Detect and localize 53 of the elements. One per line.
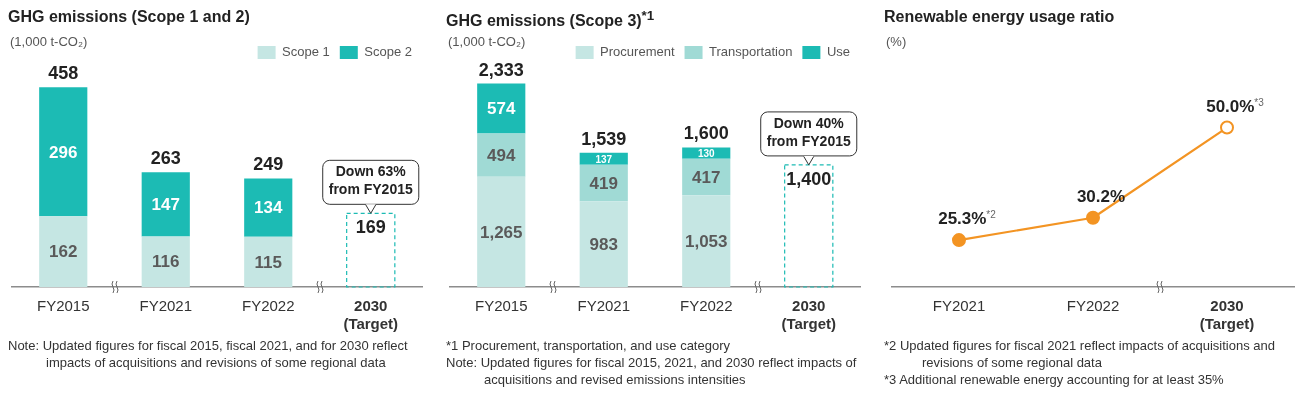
y-axis-title: (1,000 t-CO₂) xyxy=(448,34,526,49)
data-label: 162 xyxy=(49,242,78,262)
data-label: 983 xyxy=(589,234,618,254)
chart-title: Renewable energy usage ratio xyxy=(884,8,1116,27)
data-label: 1,400 xyxy=(786,168,832,189)
text: *2 Updated figures for fiscal 2021 reflect impacts of acquisitions and revisions of some regional data xyxy=(884,337,1276,371)
x-tick-label: FY2022 xyxy=(679,297,733,315)
text: Note: Updated figures for fiscal 2015, fiscal 2021, and for 2030 reflect impacts of acquisitions and revisions of some regional data xyxy=(8,337,409,371)
data-label: 417 xyxy=(692,167,721,187)
data-label: 147 xyxy=(151,195,180,215)
data-label: 296 xyxy=(49,142,78,162)
x-tick-label: FY2021 xyxy=(577,297,631,315)
data-label: 1,053 xyxy=(684,231,728,251)
legend-label: Use xyxy=(826,44,851,60)
legend-label: Transportation xyxy=(709,44,793,60)
data-label: 494 xyxy=(487,145,516,165)
x-tick-label: FY2022 xyxy=(1066,297,1120,315)
data-label: 1,265 xyxy=(479,222,523,242)
data-label: 116 xyxy=(152,252,180,272)
x-tick-label: 2030 (Target) xyxy=(1199,297,1255,333)
y-axis-title: (1,000 t-CO₂) xyxy=(10,34,88,49)
y-axis-title: (%) xyxy=(886,34,907,49)
annotation: Down 40% from FY2015 xyxy=(766,114,851,149)
data-label: 574 xyxy=(487,99,516,119)
x-tick-label: FY2015 xyxy=(474,297,528,315)
legend-label: Scope 1 xyxy=(282,44,330,60)
data-label: 30.2% xyxy=(1076,186,1126,206)
chart-title: GHG emissions (Scope 1 and 2) xyxy=(8,8,251,27)
total-label: 2,333 xyxy=(478,59,524,80)
text: *1 Procurement, transportation, and use category xyxy=(446,337,731,354)
text: Note: Updated figures for fiscal 2015, 2021, and 2030 reflect impacts of acquisitions and revised emissions intensities xyxy=(446,354,858,388)
data-label: 115 xyxy=(254,252,282,272)
x-tick-label: FY2021 xyxy=(139,297,193,315)
x-tick-label: FY2022 xyxy=(241,297,295,315)
text: *3 Additional renewable energy accounting for at least 35% xyxy=(884,371,1225,388)
annotation: Down 63% from FY2015 xyxy=(328,163,413,198)
x-tick-label: FY2021 xyxy=(932,297,986,315)
total-label: 1,539 xyxy=(581,128,627,149)
x-tick-label: FY2015 xyxy=(36,297,90,315)
data-label: 169 xyxy=(355,217,386,238)
total-label: 1,600 xyxy=(683,123,729,144)
x-tick-label: 2030 (Target) xyxy=(343,297,399,333)
legend-label: Scope 2 xyxy=(364,44,412,60)
data-label: 419 xyxy=(589,173,618,193)
total-label: 458 xyxy=(48,63,79,84)
total-label: 263 xyxy=(150,148,181,169)
legend-label: Procurement xyxy=(600,44,675,60)
data-label: 130 xyxy=(697,147,716,159)
total-label: 249 xyxy=(253,154,284,175)
data-label: 134 xyxy=(254,198,283,218)
chart-title: GHG emissions (Scope 3)$^{*1}$ xyxy=(446,8,656,32)
data-label: 137 xyxy=(595,153,613,165)
x-tick-label: 2030 (Target) xyxy=(781,297,837,333)
